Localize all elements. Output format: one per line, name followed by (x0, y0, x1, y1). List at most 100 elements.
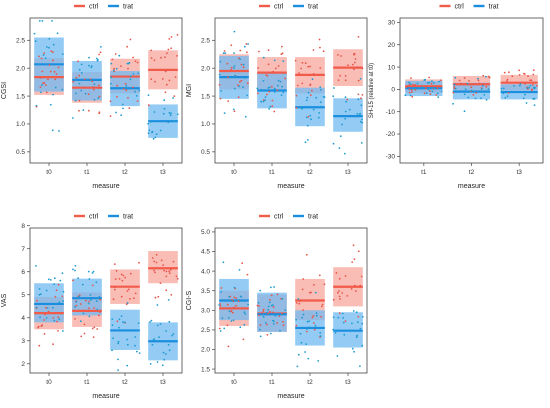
x-tick-label: t3 (516, 169, 522, 176)
data-point-trat (59, 279, 62, 282)
data-point-ctrl (40, 325, 43, 327)
data-point-trat (273, 59, 276, 62)
data-point-ctrl (136, 100, 139, 102)
data-point-ctrl (346, 295, 349, 297)
data-point-trat (110, 62, 113, 65)
data-point-ctrl (258, 50, 260, 53)
data-point-ctrl (176, 34, 179, 36)
data-point-trat (463, 93, 466, 96)
data-point-ctrl (120, 65, 122, 67)
data-point-trat (154, 136, 157, 139)
legend-trat-label: trat (489, 4, 499, 11)
data-point-trat (61, 272, 64, 275)
data-point-trat (319, 88, 322, 91)
data-point-trat (125, 85, 128, 87)
data-point-trat (238, 269, 241, 271)
data-point-trat (522, 97, 525, 100)
data-point-trat (277, 79, 280, 82)
data-point-ctrl (233, 110, 236, 113)
data-point-trat (314, 291, 317, 294)
data-point-trat (266, 311, 269, 314)
data-point-ctrl (72, 279, 74, 282)
data-point-trat (269, 105, 272, 108)
x-tick-label: t1 (269, 169, 275, 176)
data-point-trat (361, 121, 364, 124)
data-point-ctrl (57, 66, 60, 69)
data-point-trat (437, 96, 440, 98)
data-point-trat (49, 279, 52, 281)
data-point-trat (134, 344, 136, 347)
data-point-ctrl (277, 65, 280, 67)
x-tick-label: t0 (46, 169, 52, 176)
data-point-trat (426, 82, 429, 84)
data-point-trat (477, 77, 479, 80)
data-point-trat (433, 82, 435, 84)
data-point-ctrl (344, 79, 347, 82)
data-point-ctrl (452, 91, 455, 94)
data-point-ctrl (174, 76, 177, 78)
data-point-ctrl (247, 82, 249, 85)
data-point-ctrl (157, 295, 160, 298)
data-point-trat (452, 102, 454, 105)
data-point-trat (310, 118, 312, 121)
x-tick-label: t2 (122, 379, 128, 386)
data-point-ctrl (460, 82, 462, 85)
data-point-ctrl (44, 313, 46, 316)
y-tick-label: 20 (388, 42, 396, 49)
data-point-trat (52, 306, 54, 309)
data-point-ctrl (518, 69, 520, 72)
data-point-trat (98, 296, 101, 298)
data-point-trat (431, 90, 434, 93)
data-point-trat (129, 75, 132, 78)
x-tick-label: t2 (469, 169, 475, 176)
data-point-ctrl (129, 38, 132, 41)
data-point-trat (317, 116, 320, 119)
data-point-ctrl (98, 95, 101, 98)
data-point-trat (231, 300, 233, 302)
data-point-ctrl (300, 67, 303, 70)
data-point-trat (151, 343, 154, 346)
data-point-trat (176, 113, 179, 116)
data-point-trat (332, 328, 335, 331)
x-axis-title: measure (277, 393, 304, 400)
data-point-ctrl (307, 115, 310, 118)
data-point-ctrl (323, 283, 326, 286)
data-point-trat (47, 278, 50, 281)
data-point-trat (464, 88, 467, 91)
data-point-trat (416, 82, 419, 85)
data-point-trat (115, 111, 117, 114)
data-point-ctrl (351, 63, 354, 66)
data-point-ctrl (318, 38, 321, 41)
data-point-ctrl (78, 109, 80, 112)
data-point-ctrl (527, 75, 529, 77)
data-point-trat (126, 343, 129, 346)
data-point-trat (80, 72, 83, 74)
data-point-trat (273, 87, 276, 90)
data-point-trat (138, 89, 141, 92)
data-point-ctrl (463, 77, 466, 79)
data-point-trat (466, 82, 469, 85)
data-point-ctrl (344, 275, 347, 277)
data-point-ctrl (268, 90, 271, 93)
data-point-trat (51, 20, 53, 22)
data-point-trat (260, 100, 263, 103)
data-point-ctrl (230, 310, 232, 313)
data-point-trat (77, 277, 79, 280)
data-point-ctrl (170, 36, 173, 38)
data-point-trat (318, 112, 321, 114)
chart-panel-4: ctrl trat 2 3 4 5 6 7 8 t0 t1 t2 t3 measure VAS (1, 214, 183, 400)
data-point-ctrl (532, 84, 534, 86)
data-point-ctrl (79, 303, 82, 305)
data-point-ctrl (337, 54, 339, 56)
data-point-ctrl (262, 99, 265, 101)
data-point-trat (89, 294, 92, 296)
data-point-ctrl (54, 78, 57, 81)
data-point-trat (284, 309, 287, 311)
data-point-trat (135, 95, 138, 97)
data-point-ctrl (284, 77, 286, 80)
data-point-ctrl (227, 100, 230, 102)
data-point-trat (61, 53, 64, 55)
data-point-ctrl (302, 309, 305, 311)
data-point-trat (149, 363, 152, 365)
data-point-trat (97, 97, 100, 99)
